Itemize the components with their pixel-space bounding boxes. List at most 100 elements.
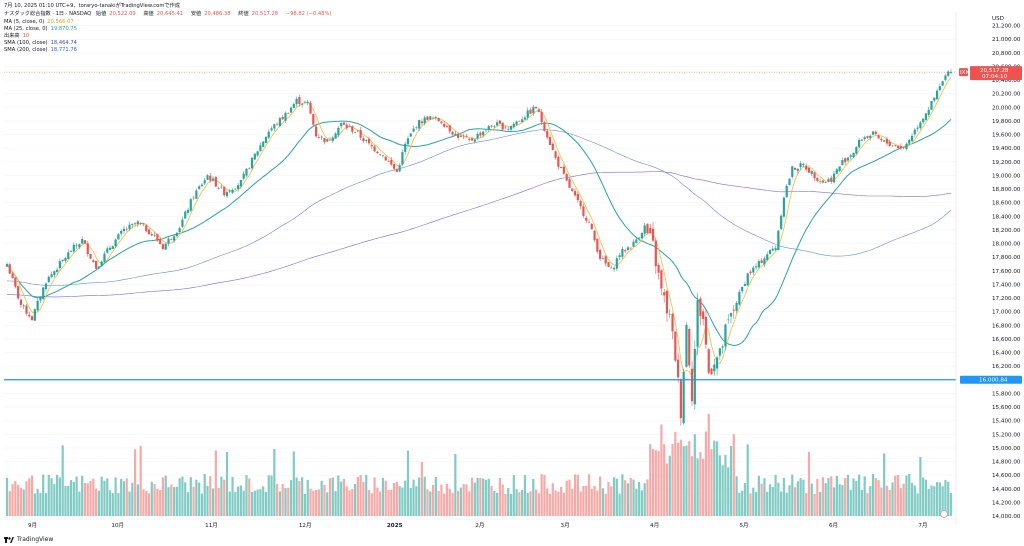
volume-bar: [387, 489, 390, 516]
candle-body: [373, 146, 376, 152]
volume-bar: [832, 487, 836, 516]
candle-body: [100, 261, 103, 267]
volume-bar: [370, 493, 373, 516]
volume-bar: [543, 475, 546, 516]
indicator-sma100[interactable]: SMA (100, close) 18,464.74: [4, 40, 77, 46]
candle-body: [223, 186, 226, 196]
tradingview-logo: TradingView: [4, 536, 53, 543]
volume-bar: [493, 491, 496, 516]
candle-body: [122, 228, 126, 232]
volume-bar: [67, 485, 70, 516]
volume-bar: [136, 484, 139, 516]
price-tag: [970, 66, 1022, 81]
sma200-line: [7, 171, 952, 298]
candle-body: [317, 137, 320, 138]
candle-body: [568, 179, 571, 188]
candle-body: [782, 197, 786, 217]
volume-bar: [571, 488, 574, 516]
candle-body: [337, 127, 340, 136]
price-tick-label: 21,200.00: [992, 24, 1021, 30]
volume-bar: [679, 439, 682, 516]
candle-body: [944, 75, 947, 80]
candle-body: [754, 266, 758, 268]
volume-bar: [50, 478, 53, 516]
time-tick-label: 5月: [739, 522, 748, 529]
volume-bar: [582, 485, 585, 516]
price-tick-label: 18,000.00: [992, 242, 1021, 248]
volume-bar: [409, 487, 412, 516]
candle-body: [573, 191, 577, 196]
candle-body: [899, 146, 902, 149]
volume-bar: [674, 431, 677, 516]
candle-body: [643, 225, 646, 234]
candle-body: [612, 268, 616, 270]
indicator-ma5[interactable]: MA (5, close, 0) 20,566.07: [4, 19, 74, 25]
candle-body: [412, 128, 415, 132]
candle-body: [117, 234, 120, 240]
volume-bar: [813, 493, 816, 516]
volume-bar: [484, 479, 488, 516]
candle-body: [418, 120, 421, 129]
volume-bar: [685, 445, 688, 516]
candle-body: [67, 252, 70, 259]
indicator-volume[interactable]: 出来高 10: [4, 33, 30, 39]
candle-body: [186, 209, 190, 213]
volume-bar: [153, 484, 156, 516]
volume-bar: [253, 490, 256, 516]
volume-bar: [306, 479, 309, 516]
volume-bar: [404, 480, 407, 516]
candle-body: [404, 143, 407, 152]
candle-body: [276, 123, 279, 125]
candle-body: [125, 228, 128, 230]
candle-body: [159, 239, 162, 245]
indicator-ma25[interactable]: MA (25, close, 0) 19,870.75: [4, 26, 77, 32]
volume-bar: [562, 492, 566, 516]
candle-body: [175, 232, 178, 237]
volume-bar: [919, 456, 922, 516]
volume-bar: [671, 444, 674, 516]
volume-bar: [200, 493, 204, 516]
volume-bar: [56, 474, 59, 516]
price-tick-label: 17,000.00: [992, 310, 1021, 316]
countdown-label: 07:04:10: [982, 74, 1008, 80]
candle-body: [668, 313, 671, 315]
candle-body: [671, 313, 674, 332]
volume-bar: [172, 487, 176, 516]
volume-bar: [156, 488, 159, 516]
volume-bar: [749, 493, 752, 516]
volume-bar: [17, 485, 20, 516]
volume-bar: [401, 487, 404, 516]
volume-bar: [738, 492, 741, 516]
candle-body: [448, 125, 451, 132]
candle-body: [883, 140, 886, 142]
candle-body: [264, 137, 268, 144]
candle-body: [14, 277, 17, 287]
candle-body: [245, 168, 248, 176]
candle-body: [228, 190, 231, 192]
candle-body: [799, 163, 802, 168]
price-tick-label: 19,000.00: [992, 173, 1021, 179]
candle-body: [947, 71, 950, 76]
candle-body: [615, 258, 618, 269]
volume-bar: [289, 480, 293, 516]
indicator-sma200[interactable]: SMA (200, close) 18,771.76: [4, 47, 77, 53]
candle-body: [543, 122, 546, 131]
candle-body: [89, 254, 92, 259]
volume-bar: [871, 474, 875, 516]
volume-bar: [785, 492, 788, 516]
candle-body: [565, 173, 568, 181]
candle-body: [632, 241, 635, 247]
volume-bar: [482, 478, 485, 516]
candle-body: [309, 102, 312, 114]
volume-bar: [651, 449, 655, 516]
candle-body: [846, 157, 850, 161]
header-caption: 7月 10, 2025 01:10 UTC+9、toraryo-tanakiがT…: [4, 3, 180, 9]
volume-bar: [301, 477, 304, 516]
candle-body: [518, 120, 521, 122]
candle-body: [869, 135, 872, 139]
candle-body: [913, 129, 916, 135]
volume-bar: [451, 492, 454, 516]
candle-body: [866, 136, 869, 138]
volume-bar: [849, 489, 852, 516]
